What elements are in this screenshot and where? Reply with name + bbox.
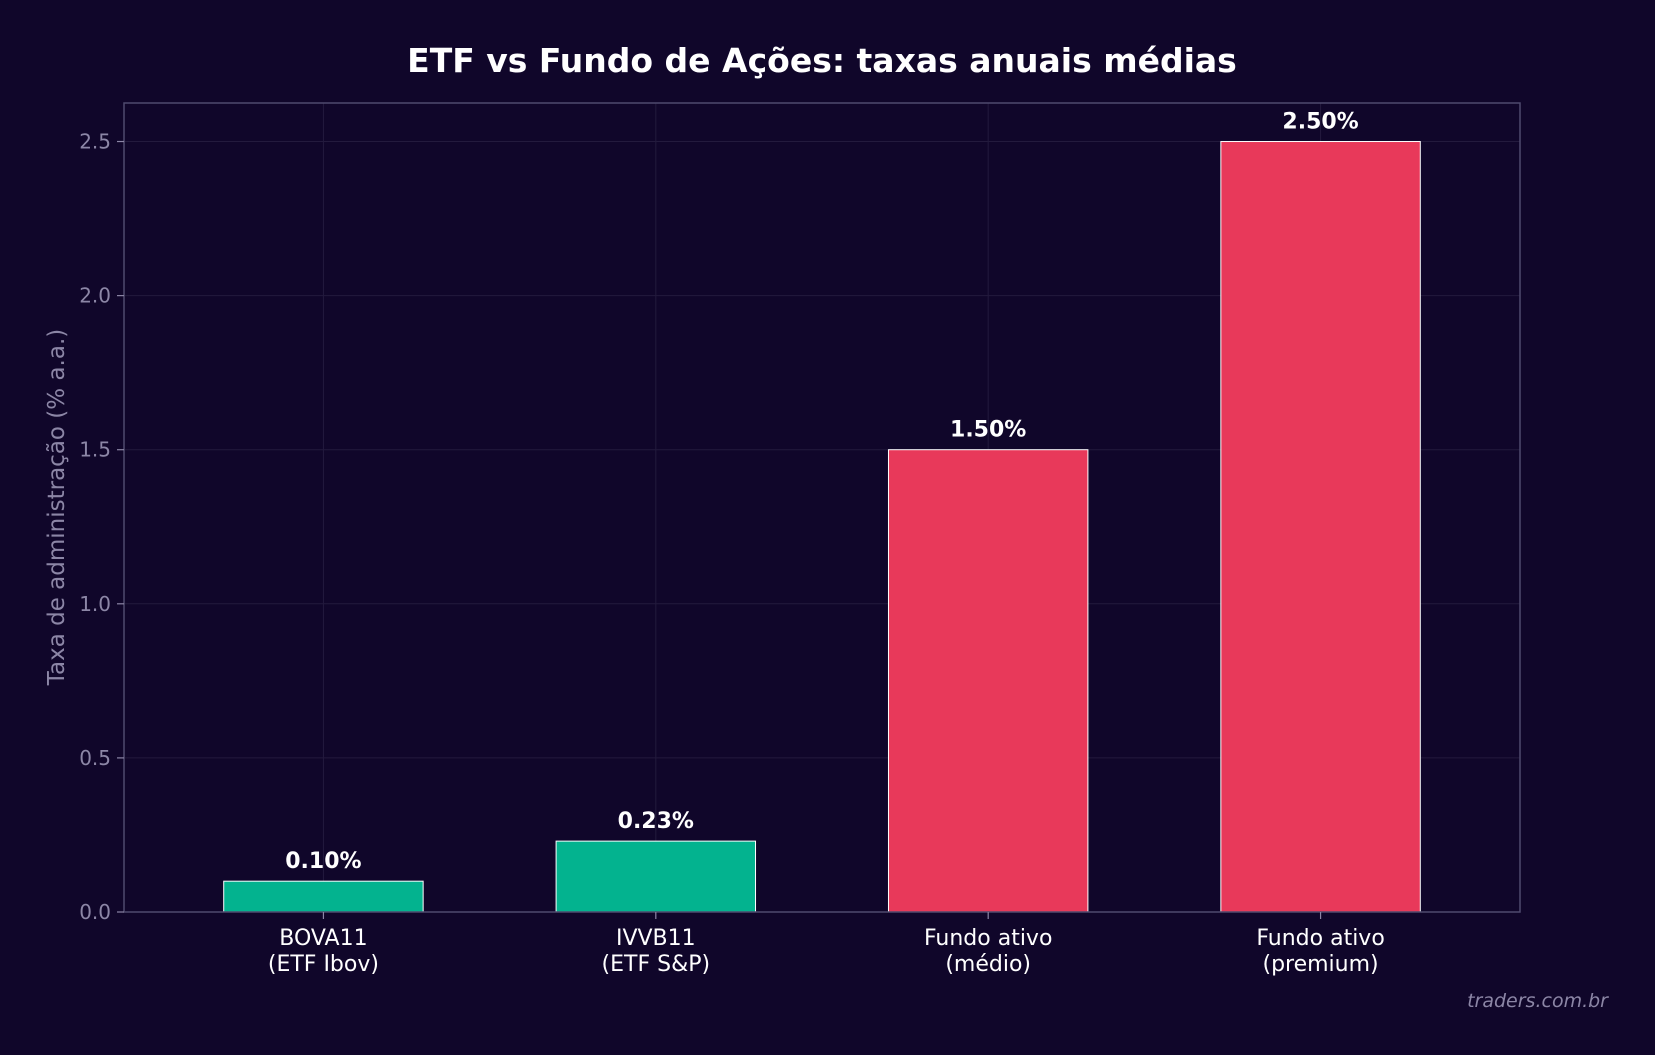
bar-2 xyxy=(887,449,1089,913)
x-axis-ticks: BOVA11 (ETF Ibov) IVVB11 (ETF S&P) Fundo ati… xyxy=(268,912,1385,977)
y-tick-label-5: 2.5 xyxy=(79,130,111,154)
plot-border xyxy=(123,102,1521,913)
watermark: traders.com.br xyxy=(1467,990,1609,1012)
x-tick-label-2: Fundo ativo (médio) xyxy=(924,926,1052,977)
plot-frame xyxy=(123,102,1521,913)
x-tick-label-3: Fundo ativo (premium) xyxy=(1256,926,1384,977)
y-tick-label-0: 0.0 xyxy=(79,900,111,924)
y-tick-label-2: 1.0 xyxy=(79,592,111,616)
value-label-3: 2.50% xyxy=(1282,110,1358,135)
bar-0 xyxy=(223,880,424,913)
value-label-2: 1.50% xyxy=(950,418,1026,443)
value-label-0: 0.10% xyxy=(285,849,361,874)
y-axis-label: Taxa de administração (% a.a.) xyxy=(44,329,70,686)
bars xyxy=(223,141,1421,913)
y-axis-ticks: 0.0 0.5 1.0 1.5 2.0 2.5 xyxy=(79,130,124,924)
x-tick-label-1: IVVB11 (ETF S&P) xyxy=(602,926,711,977)
x-tick-label-0: BOVA11 (ETF Ibov) xyxy=(268,926,379,977)
value-label-1: 0.23% xyxy=(618,809,694,834)
y-tick-label-1: 0.5 xyxy=(79,746,111,770)
bar-1 xyxy=(555,840,757,913)
bar-3 xyxy=(1220,141,1421,913)
y-tick-label-4: 2.0 xyxy=(79,284,111,308)
y-tick-label-3: 1.5 xyxy=(79,438,111,462)
value-labels: 0.10% 0.23% 1.50% 2.50% xyxy=(285,110,1358,875)
chart-title: ETF vs Fundo de Ações: taxas anuais médi… xyxy=(407,41,1237,80)
